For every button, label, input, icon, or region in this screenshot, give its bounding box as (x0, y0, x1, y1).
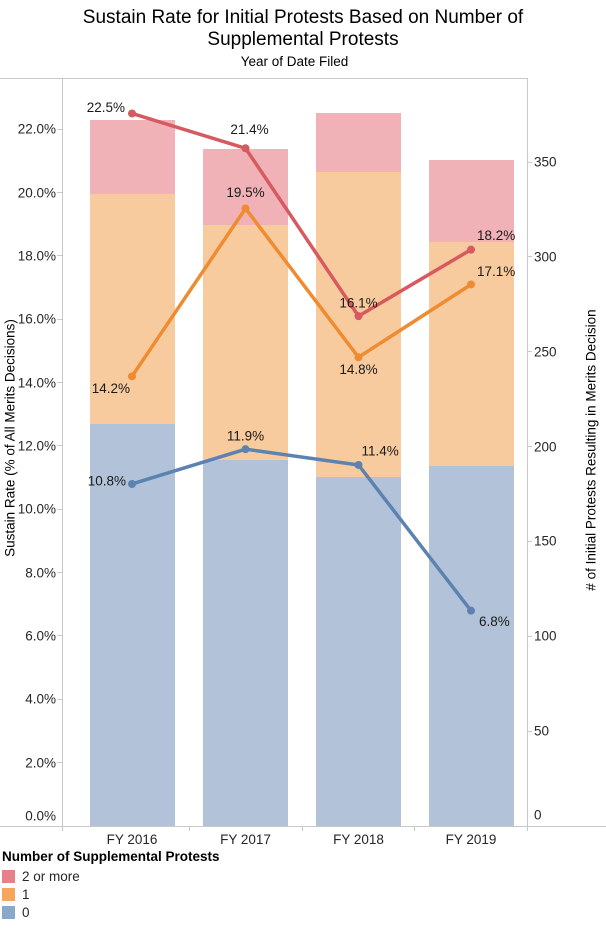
legend-label: 0 (22, 904, 30, 920)
bar-segment-1-fy-2019[interactable] (428, 241, 514, 466)
bar-segment-2-or-more-fy-2018[interactable] (316, 112, 401, 172)
right-axis-tick-label: 300 (534, 249, 557, 265)
left-axis-tick (57, 698, 62, 700)
right-axis-tick (527, 161, 532, 163)
legend-item-0[interactable]: 0 (2, 903, 220, 921)
left-axis-tick (57, 445, 62, 447)
bar-segment-0-fy-2019[interactable] (428, 465, 514, 826)
right-axis-tick-label: 0 (534, 807, 542, 823)
left-axis-tick-label: 6.0% (25, 628, 56, 644)
plot-bottom-border (0, 826, 606, 827)
left-axis-tick-label: 18.0% (17, 248, 56, 264)
plot-top-border (0, 78, 528, 79)
bar-segment-1-fy-2017[interactable] (203, 224, 288, 460)
bar-segment-1-fy-2018[interactable] (316, 171, 401, 477)
bar-segment-2-or-more-fy-2016[interactable] (89, 120, 175, 195)
right-axis-tick (527, 351, 532, 353)
right-axis-tick-label: 350 (534, 154, 557, 170)
left-axis-tick-label: 22.0% (17, 121, 56, 137)
bar-segment-2-or-more-fy-2019[interactable] (428, 160, 514, 242)
left-axis-tick (57, 825, 62, 827)
right-axis-line (527, 78, 528, 827)
left-axis-tick-label: 14.0% (17, 375, 56, 391)
legend-item-2-or-more[interactable]: 2 or more (2, 867, 220, 885)
x-axis-tick (301, 826, 303, 831)
left-axis-tick-label: 12.0% (17, 438, 56, 454)
left-axis-tick-label: 0.0% (25, 808, 56, 824)
right-axis-tick-label: 250 (534, 344, 557, 360)
x-axis-label-fy-2016: FY 2016 (106, 832, 158, 847)
left-axis-tick (57, 255, 62, 257)
left-axis-tick (57, 635, 62, 637)
legend: Number of Supplemental Protests 2 or mor… (2, 849, 220, 921)
left-axis-tick (57, 128, 62, 130)
x-axis-tick (61, 826, 63, 831)
x-axis-label-fy-2019: FY 2019 (445, 832, 497, 847)
right-axis-tick-label: 200 (534, 439, 557, 455)
x-axis-label-fy-2018: FY 2018 (333, 832, 384, 847)
left-axis-tick-label: 2.0% (25, 755, 56, 771)
right-axis-tick (527, 635, 532, 637)
left-axis-tick (57, 318, 62, 320)
bar-segment-1-fy-2016[interactable] (89, 194, 175, 424)
left-axis-tick (57, 762, 62, 764)
x-axis-label-fy-2017: FY 2017 (220, 832, 271, 847)
legend-swatch-icon (2, 905, 15, 919)
left-axis-tick-label: 20.0% (17, 185, 56, 201)
line-0[interactable] (131, 447, 473, 612)
data-label-2-or-more-fy-2017: 21.4% (230, 122, 268, 137)
chart-title: Sustain Rate for Initial Protests Based … (0, 7, 606, 51)
line-point-2-or-more-fy-2016[interactable] (128, 109, 136, 118)
legend-item-1[interactable]: 1 (2, 885, 220, 903)
bar-segment-0-fy-2018[interactable] (316, 476, 401, 826)
right-axis-tick (527, 825, 532, 827)
legend-label: 1 (22, 886, 30, 902)
line-1[interactable] (130, 206, 472, 378)
right-axis-tick (527, 540, 532, 542)
left-axis-line (62, 78, 63, 827)
right-axis-tick-label: 100 (534, 628, 557, 644)
right-axis-tick-label: 150 (534, 533, 557, 549)
chart-title-line2: Supplemental Protests (207, 29, 399, 50)
chart-title-line1: Sustain Rate for Initial Protests Based … (82, 7, 524, 28)
left-axis-tick-label: 8.0% (25, 565, 56, 581)
right-axis-tick-label: 50 (534, 723, 550, 739)
left-axis-tick-label: 10.0% (17, 501, 56, 517)
left-axis-tick (57, 382, 62, 384)
x-axis-tick (414, 826, 416, 831)
x-axis-tick (526, 826, 528, 831)
left-axis-tick (57, 508, 62, 510)
bar-segment-2-or-more-fy-2017[interactable] (203, 148, 288, 225)
x-axis-tick (188, 826, 190, 831)
left-axis-tick-label: 16.0% (17, 311, 56, 327)
bar-segment-0-fy-2016[interactable] (89, 423, 175, 826)
data-label-2-or-more-fy-2016: 22.5% (87, 100, 125, 115)
left-axis-tick-label: 4.0% (25, 691, 56, 707)
line-2-or-more[interactable] (131, 111, 472, 318)
legend-label: 2 or more (22, 868, 80, 884)
chart-subtitle: Year of Date Filed (240, 54, 349, 69)
legend-swatch-icon (2, 887, 15, 901)
legend-items: 2 or more 1 0 (2, 867, 220, 921)
right-axis-tick (527, 256, 532, 258)
right-axis-tick (527, 446, 532, 448)
right-axis-tick (527, 730, 532, 732)
bar-segment-0-fy-2017[interactable] (203, 459, 288, 826)
legend-title: Number of Supplemental Protests (2, 849, 220, 864)
left-axis-tick (57, 192, 62, 194)
legend-swatch-icon (2, 869, 15, 883)
left-axis-tick (57, 572, 62, 574)
